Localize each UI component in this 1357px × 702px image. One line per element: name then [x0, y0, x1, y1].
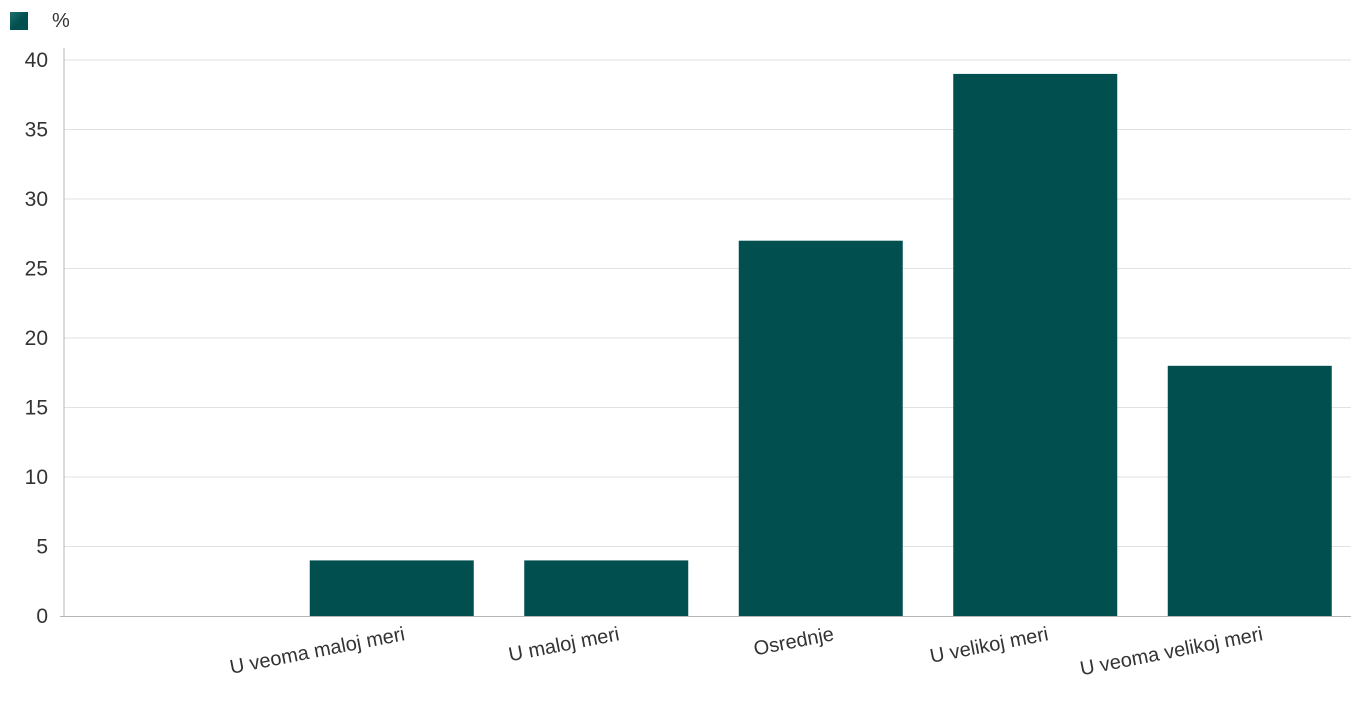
- x-category-label: U velikoj meri: [928, 623, 1050, 667]
- x-category-label: U veoma velikoj meri: [1078, 623, 1264, 680]
- legend-swatch: [10, 12, 28, 30]
- y-tick-label: 0: [36, 605, 48, 628]
- bar[interactable]: [953, 73, 1118, 616]
- y-tick-label: 10: [25, 466, 48, 489]
- x-category-label: U veoma maloj meri: [228, 623, 407, 679]
- y-tick-label: 35: [25, 119, 48, 142]
- bar[interactable]: [524, 560, 689, 616]
- x-category-label: Osrednje: [752, 623, 836, 660]
- bar[interactable]: [1167, 365, 1332, 616]
- bar[interactable]: [309, 560, 474, 616]
- bar[interactable]: [738, 240, 903, 616]
- legend-label: %: [52, 9, 70, 32]
- y-tick-label: 20: [25, 327, 48, 350]
- y-tick-label: 30: [25, 188, 48, 211]
- legend[interactable]: %: [10, 10, 70, 32]
- y-tick-label: 25: [25, 258, 48, 281]
- x-category-label: U maloj meri: [507, 623, 621, 666]
- y-tick-label: 40: [25, 49, 48, 72]
- y-tick-label: 5: [36, 536, 48, 559]
- y-tick-label: 15: [25, 397, 48, 420]
